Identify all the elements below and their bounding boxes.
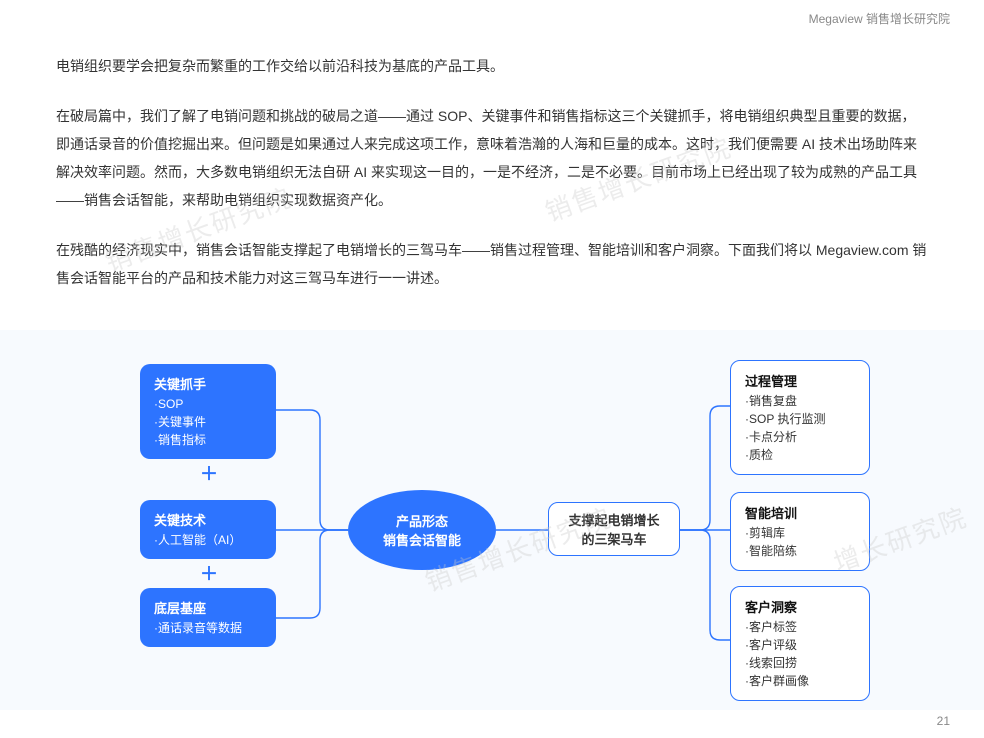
- node-title: 关键技术: [154, 510, 262, 529]
- node-title: 关键抓手: [154, 374, 262, 393]
- diagram-node: 过程管理 ·销售复盘·SOP 执行监测·卡点分析·质检: [730, 360, 870, 475]
- diagram-node: 关键技术 ·人工智能（AI）: [140, 500, 276, 559]
- node-item: ·质检: [745, 446, 855, 464]
- center-ellipse: 产品形态销售会话智能: [348, 490, 496, 570]
- node-item: ·SOP: [154, 395, 262, 413]
- plus-icon: ＋: [200, 560, 218, 586]
- node-title: 智能培训: [745, 503, 855, 522]
- node-item: ·通话录音等数据: [154, 619, 262, 637]
- paragraph-2: 在破局篇中，我们了解了电销问题和挑战的破局之道——通过 SOP、关键事件和销售指…: [56, 102, 928, 214]
- node-title: 底层基座: [154, 598, 262, 617]
- node-item: ·关键事件: [154, 413, 262, 431]
- node-item: ·剪辑库: [745, 524, 855, 542]
- diagram-node: 底层基座 ·通话录音等数据: [140, 588, 276, 647]
- bridge-node: 支撑起电销增长的三架马车: [548, 502, 680, 556]
- plus-icon: ＋: [200, 460, 218, 486]
- ellipse-line: 销售会话智能: [383, 530, 461, 549]
- ellipse-line: 产品形态: [396, 511, 448, 530]
- node-item: ·智能陪练: [745, 542, 855, 560]
- node-item: ·客户群画像: [745, 672, 855, 690]
- node-title: 过程管理: [745, 371, 855, 390]
- node-item: ·卡点分析: [745, 428, 855, 446]
- bridge-line: 的三架马车: [581, 529, 646, 548]
- node-item: ·客户标签: [745, 618, 855, 636]
- node-title: 客户洞察: [745, 597, 855, 616]
- node-item: ·人工智能（AI）: [154, 531, 262, 549]
- diagram-node: 智能培训 ·剪辑库·智能陪练: [730, 492, 870, 571]
- bridge-line: 支撑起电销增长: [568, 510, 659, 529]
- node-item: ·客户评级: [745, 636, 855, 654]
- paragraph-1: 电销组织要学会把复杂而繁重的工作交给以前沿科技为基底的产品工具。: [56, 52, 928, 80]
- diagram-node: 关键抓手 ·SOP·关键事件·销售指标: [140, 364, 276, 459]
- node-item: ·销售指标: [154, 431, 262, 449]
- diagram-node: 客户洞察 ·客户标签·客户评级·线索回捞·客户群画像: [730, 586, 870, 701]
- brand-header: Megaview 销售增长研究院: [809, 10, 950, 27]
- body-text: 电销组织要学会把复杂而繁重的工作交给以前沿科技为基底的产品工具。 在破局篇中，我…: [0, 0, 984, 292]
- node-item: ·线索回捞: [745, 654, 855, 672]
- node-item: ·销售复盘: [745, 392, 855, 410]
- node-item: ·SOP 执行监测: [745, 410, 855, 428]
- paragraph-3: 在残酷的经济现实中，销售会话智能支撑起了电销增长的三驾马车——销售过程管理、智能…: [56, 236, 928, 292]
- page-number: 21: [937, 714, 950, 728]
- diagram-area: 关键抓手 ·SOP·关键事件·销售指标关键技术 ·人工智能（AI） 底层基座 ·通话录音…: [0, 330, 984, 710]
